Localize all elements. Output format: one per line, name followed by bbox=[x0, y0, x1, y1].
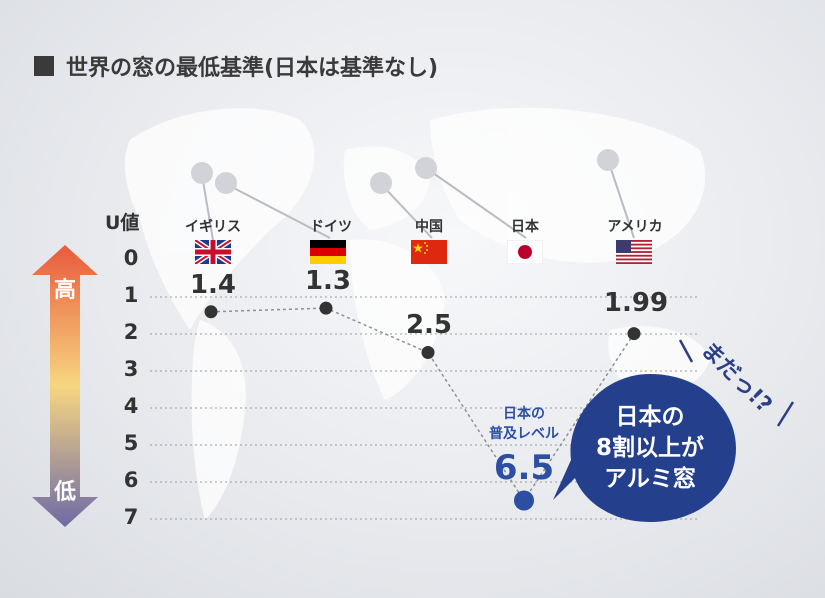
y-tick-3: 3 bbox=[123, 357, 139, 381]
bubble-line1: 日本の bbox=[615, 404, 685, 430]
y-axis-label: U値 bbox=[105, 212, 140, 234]
data-point-1 bbox=[204, 305, 218, 319]
germany-flag-icon bbox=[310, 240, 346, 264]
arrow-high-label: 高 bbox=[53, 278, 76, 303]
japan-annotation-line2: 普及レベル bbox=[489, 426, 559, 442]
data-point-4 bbox=[514, 490, 534, 511]
data-point-5 bbox=[627, 327, 641, 341]
data-point-3 bbox=[421, 346, 435, 359]
title-text: 世界の窓の最低基準(日本は基準なし) bbox=[66, 56, 439, 81]
japan-flag-icon bbox=[507, 240, 543, 264]
y-tick-7: 7 bbox=[123, 505, 139, 529]
y-tick-5: 5 bbox=[123, 431, 139, 455]
country-label-germany: ドイツ bbox=[310, 219, 352, 235]
country-label-usa: アメリカ bbox=[607, 219, 663, 235]
y-tick-2: 2 bbox=[123, 320, 139, 344]
value-label-germany: 1.3 bbox=[304, 266, 352, 296]
value-label-china: 2.5 bbox=[405, 310, 453, 340]
usa-flag-icon bbox=[616, 240, 652, 264]
value-label-uk: 1.4 bbox=[189, 270, 237, 300]
japan-annotation: 日本の 普及レベル bbox=[482, 404, 566, 444]
y-tick-0: 0 bbox=[123, 246, 139, 270]
uk-flag-icon bbox=[195, 240, 231, 264]
page-title: 世界の窓の最低基準(日本は基準なし) bbox=[34, 50, 438, 82]
y-tick-6: 6 bbox=[123, 468, 139, 492]
y-tick-1: 1 bbox=[123, 283, 139, 307]
country-label-uk: イギリス bbox=[185, 219, 241, 235]
japan-annotation-line1: 日本の bbox=[503, 406, 545, 422]
value-label-japan: 6.5 bbox=[493, 448, 555, 488]
bubble-text: 日本の 8割以上が アルミ窓 bbox=[568, 402, 732, 495]
speech-bubble bbox=[553, 374, 736, 522]
bubble-line2: 8割以上が bbox=[595, 435, 704, 461]
china-flag-icon bbox=[411, 240, 447, 264]
bubble-line3: アルミ窓 bbox=[604, 466, 696, 492]
data-point-2 bbox=[319, 301, 333, 315]
value-label-usa: 1.99 bbox=[603, 288, 669, 318]
y-tick-4: 4 bbox=[123, 394, 139, 418]
arrow-low-label: 低 bbox=[53, 480, 76, 505]
country-label-japan: 日本 bbox=[511, 219, 539, 235]
scale-arrow bbox=[32, 245, 98, 527]
series-line bbox=[210, 307, 635, 502]
country-label-china: 中国 bbox=[415, 219, 443, 235]
